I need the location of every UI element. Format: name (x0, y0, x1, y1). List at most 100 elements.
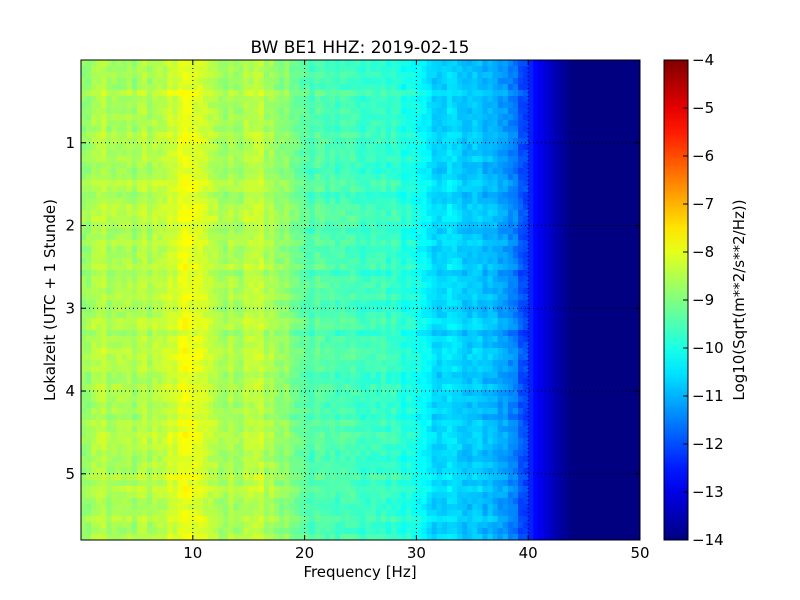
heatmap-cell (507, 186, 514, 193)
heatmap-cell (518, 210, 524, 217)
heatmap-cell (81, 90, 87, 97)
heatmap-cell (457, 204, 463, 211)
heatmap-cell (634, 168, 640, 175)
heatmap-cell (121, 114, 128, 121)
heatmap-cell (269, 96, 275, 103)
heatmap-cell (208, 96, 214, 103)
heatmap-cell (208, 276, 214, 283)
heatmap-cell (396, 144, 402, 151)
heatmap-cell (441, 72, 448, 79)
heatmap-cell (86, 288, 92, 295)
heatmap-cell (141, 114, 148, 121)
heatmap-cell (162, 78, 168, 85)
heatmap-cell (355, 180, 362, 187)
heatmap-cell (197, 108, 204, 115)
heatmap-cell (406, 114, 412, 121)
heatmap-cell (91, 72, 97, 79)
heatmap-cell (451, 108, 458, 115)
heatmap-cell (248, 192, 255, 199)
heatmap-cell (147, 204, 153, 211)
heatmap-cell (126, 282, 133, 289)
heatmap-cell (558, 270, 565, 277)
heatmap-cell (284, 270, 290, 277)
heatmap-cell (462, 204, 468, 211)
heatmap-cell (573, 240, 580, 247)
heatmap-cell (360, 60, 367, 67)
heatmap-cell (609, 246, 616, 253)
heatmap-cell (360, 240, 367, 247)
heatmap-cell (91, 330, 97, 337)
heatmap-cell (147, 246, 153, 253)
heatmap-cell (487, 174, 494, 181)
heatmap-cell (482, 198, 489, 205)
heatmap-cell (253, 198, 260, 205)
heatmap-cell (446, 252, 453, 259)
heatmap-cell (375, 258, 382, 265)
heatmap-cell (492, 174, 499, 181)
heatmap-cell (228, 240, 235, 247)
heatmap-cell (568, 210, 575, 217)
heatmap-cell (472, 102, 478, 109)
heatmap-cell (202, 66, 209, 73)
heatmap-cell (614, 96, 621, 103)
heatmap-cell (528, 126, 534, 133)
heatmap-cell (314, 78, 321, 85)
heatmap-cell (502, 294, 509, 301)
heatmap-cell (258, 276, 265, 283)
heatmap-cell (421, 66, 428, 73)
heatmap-cell (126, 216, 133, 223)
heatmap-cell (497, 66, 504, 73)
heatmap-cell (543, 234, 550, 241)
heatmap-cell (345, 294, 351, 301)
heatmap-cell (319, 78, 326, 85)
heatmap-cell (614, 114, 621, 121)
heatmap-cell (218, 126, 224, 133)
heatmap-cell (584, 312, 590, 319)
heatmap-cell (345, 66, 351, 73)
heatmap-cell (406, 282, 412, 289)
heatmap-cell (182, 300, 189, 307)
heatmap-cell (147, 210, 153, 217)
heatmap-cell (202, 90, 209, 97)
heatmap-cell (457, 150, 463, 157)
heatmap-cell (299, 102, 306, 109)
heatmap-cell (202, 192, 209, 199)
heatmap-cell (202, 174, 209, 181)
heatmap-cell (319, 240, 326, 247)
heatmap-cell (213, 126, 219, 133)
heatmap-cell (518, 102, 524, 109)
heatmap-cell (248, 90, 255, 97)
heatmap-cell (573, 108, 580, 115)
heatmap-cell (289, 276, 296, 283)
heatmap-cell (274, 144, 280, 151)
heatmap-cell (157, 168, 163, 175)
heatmap-cell (309, 246, 316, 253)
heatmap-cell (324, 174, 331, 181)
heatmap-cell (121, 132, 128, 139)
heatmap-cell (167, 186, 174, 193)
heatmap-cell (411, 282, 417, 289)
heatmap-cell (568, 72, 575, 79)
heatmap-cell (172, 150, 179, 157)
heatmap-cell (152, 282, 158, 289)
heatmap-cell (599, 240, 606, 247)
heatmap-cell (472, 312, 478, 319)
heatmap-cell (558, 288, 565, 295)
heatmap-cell (497, 138, 504, 145)
heatmap-cell (121, 312, 128, 319)
heatmap-cell (106, 144, 113, 151)
heatmap-cell (248, 174, 255, 181)
heatmap-cell (589, 216, 595, 223)
heatmap-cell (390, 210, 397, 217)
heatmap-cell (197, 312, 204, 319)
heatmap-cell (243, 258, 250, 265)
heatmap-cell (157, 84, 163, 91)
heatmap-cell (141, 72, 148, 79)
heatmap-cell (309, 216, 316, 223)
heatmap-cell (568, 126, 575, 133)
heatmap-cell (350, 186, 357, 193)
heatmap-cell (101, 264, 108, 271)
heatmap-cell (467, 258, 473, 265)
heatmap-cell (629, 138, 636, 145)
heatmap-cell (487, 228, 494, 235)
